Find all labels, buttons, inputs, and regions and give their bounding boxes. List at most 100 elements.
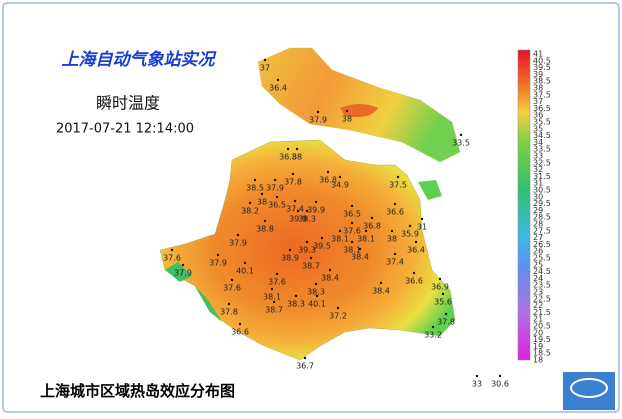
station-value: 33.5	[452, 139, 470, 148]
station-value: 40.1	[236, 267, 254, 276]
legend-label: 37.5	[533, 90, 551, 99]
station-value: 38.3	[298, 215, 316, 224]
hot-spot	[340, 104, 378, 117]
station-dot	[243, 261, 247, 265]
legend-label: 38.5	[533, 77, 551, 86]
legend-label: 26.5	[533, 240, 551, 249]
station-value: 37.2	[329, 312, 347, 321]
legend-label: 27	[533, 233, 543, 242]
station-value: 34.9	[331, 181, 349, 190]
station-value: 37.9	[309, 116, 327, 125]
station-value: 33.2	[424, 331, 442, 340]
station-value: 38.4	[321, 274, 339, 283]
station-value: 35.9	[401, 230, 419, 239]
legend-label: 33	[533, 152, 543, 161]
station-dot	[328, 268, 332, 272]
station-value: 38.3	[287, 300, 305, 309]
legend-label: 30	[533, 192, 543, 201]
station-dot	[441, 292, 445, 296]
station-dot	[393, 202, 397, 206]
station-dot	[227, 302, 231, 306]
legend-label: 36.5	[533, 104, 551, 113]
station-dot	[350, 204, 354, 208]
station-value: 38.1	[263, 293, 281, 302]
station-dot	[270, 287, 274, 291]
legend-label: 20	[533, 328, 543, 337]
station-value: 37.9	[229, 239, 247, 248]
station-dot	[216, 253, 220, 257]
legend-label: 34.5	[533, 131, 551, 140]
station-dot	[320, 236, 324, 240]
station-dot	[314, 200, 318, 204]
legend-label: 32.5	[533, 158, 551, 167]
station-value: 37	[260, 64, 270, 73]
legend-label: 34	[533, 138, 543, 147]
station-dot	[276, 78, 280, 82]
station-value: 38.1	[357, 235, 375, 244]
station-dot	[295, 147, 299, 151]
station-value: 37.6	[223, 284, 241, 293]
station-value: 39.3	[298, 246, 316, 255]
station-value: 38	[387, 235, 397, 244]
station-value: 38.7	[302, 262, 320, 271]
legend-label: 30.5	[533, 186, 551, 195]
station-value: 30.6	[491, 380, 509, 389]
legend-label: 39	[533, 70, 543, 79]
legend-label: 18.5	[533, 349, 551, 358]
station-dot	[272, 300, 276, 304]
station-dot	[390, 229, 394, 233]
station-value: 37.4	[386, 258, 404, 267]
station-dot	[350, 240, 354, 244]
station-dot	[294, 294, 298, 298]
timestamp: 2017-07-21 12:14:00	[56, 122, 194, 137]
station-dot	[379, 281, 383, 285]
station-dot	[412, 271, 416, 275]
station-value: 37.8	[220, 308, 238, 317]
legend-label: 22.5	[533, 294, 551, 303]
station-dot	[286, 147, 290, 151]
station-value: 36.8	[363, 222, 381, 231]
station-value: 38.3	[307, 288, 325, 297]
legend-label: 21.5	[533, 308, 551, 317]
station-value: 36.9	[431, 283, 449, 292]
station-dot	[303, 356, 307, 360]
station-dot	[248, 201, 252, 205]
legend-label: 21	[533, 315, 543, 324]
station-value: 38	[257, 198, 267, 207]
legend-label: 22	[533, 301, 543, 310]
station-value: 38	[342, 115, 352, 124]
legend-label: 25	[533, 260, 543, 269]
station-dot	[459, 133, 463, 137]
station-dot	[253, 178, 257, 182]
station-dot	[296, 209, 300, 213]
legend-label: 31	[533, 179, 543, 188]
station-value: 38.1	[331, 235, 349, 244]
station-dot	[370, 216, 374, 220]
station-value: 38.2	[241, 207, 259, 216]
station-dot	[305, 240, 309, 244]
station-value: 39.5	[313, 242, 331, 251]
legend-label: 26	[533, 247, 543, 256]
station-dot	[293, 199, 297, 203]
station-dot	[260, 192, 264, 196]
station-value: 37.6	[343, 227, 361, 236]
station-dot	[236, 233, 240, 237]
legend-label: 39.5	[533, 63, 551, 72]
logo-mark	[570, 378, 608, 398]
frame	[2, 2, 620, 413]
station-dot	[316, 110, 320, 114]
legend-label: 24	[533, 274, 543, 283]
legend-label: 32	[533, 165, 543, 174]
legend-label: 20.5	[533, 322, 551, 331]
station-dot	[238, 322, 242, 326]
legend-label: 27.5	[533, 226, 551, 235]
legend-label: 25.5	[533, 254, 551, 263]
station-value: 40.1	[308, 300, 326, 309]
title: 上海自动气象站实况	[62, 50, 218, 70]
legend-label: 38	[533, 84, 543, 93]
station-dot	[315, 294, 319, 298]
station-value: 38.9	[281, 254, 299, 263]
station-value: 37.5	[389, 181, 407, 190]
legend-label: 35.5	[533, 118, 551, 127]
